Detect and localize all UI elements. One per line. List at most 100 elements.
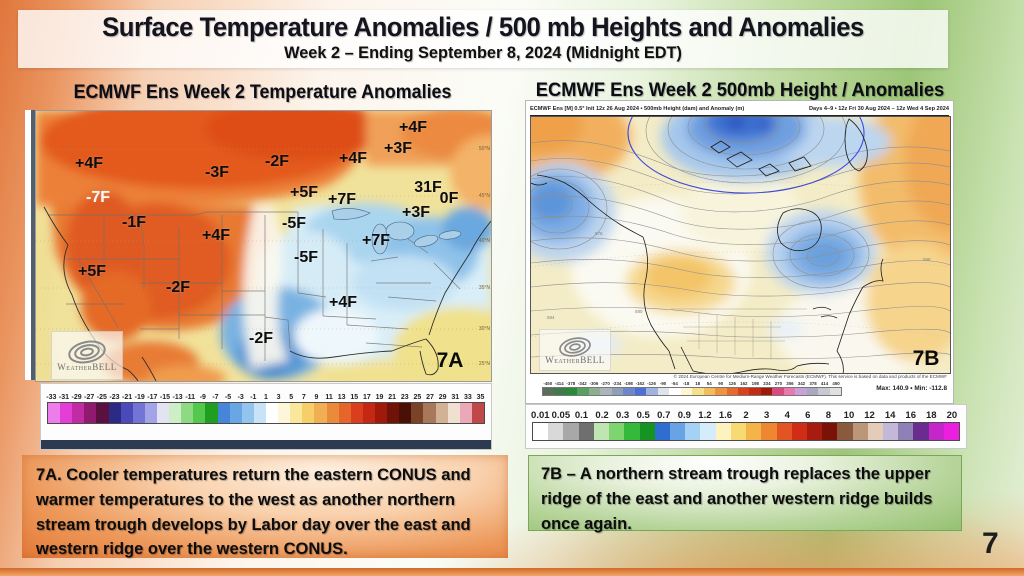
colorbar-cell xyxy=(692,388,704,395)
colorbar-cell xyxy=(761,423,777,440)
temp-anomaly-label: +5F xyxy=(289,184,319,201)
colorbar-tick: 3 xyxy=(764,410,770,421)
colorbar-tick: 7 xyxy=(301,394,306,401)
colorbar-tick: -7 xyxy=(212,394,219,401)
colorbar-cell xyxy=(795,388,807,395)
colorbar-cell xyxy=(229,403,242,423)
page-title: Surface Temperature Anomalies / 500 mb H… xyxy=(102,12,864,42)
temp-anomaly-label: -2F xyxy=(265,153,289,170)
colorbar-cell xyxy=(715,423,731,440)
colorbar-cell xyxy=(609,423,625,440)
colorbar-cell xyxy=(435,403,448,423)
temp-anomaly-label: +4F xyxy=(328,294,358,311)
colorbar-cell xyxy=(749,388,761,395)
latitude-label: 45°N xyxy=(478,193,490,199)
colorbar-cell xyxy=(48,403,61,423)
weatherbell-swirl-icon xyxy=(68,340,106,364)
temp-anomaly-label: -5F xyxy=(282,215,306,232)
colorbar-cell xyxy=(72,403,85,423)
colorbar-tick: -306 xyxy=(589,381,599,386)
colorbar-cell xyxy=(265,403,279,423)
svg-text:576: 576 xyxy=(595,231,603,236)
svg-text:580: 580 xyxy=(635,309,643,314)
colorbar-tick: 6 xyxy=(805,410,811,421)
latitude-label: 25°N xyxy=(478,361,490,367)
colorbar-cell xyxy=(646,388,658,395)
colorbar-cell xyxy=(193,403,206,423)
colorbar-cell xyxy=(715,388,727,395)
colorbar-tick: -162 xyxy=(635,381,645,386)
colorbar-tick: 4 xyxy=(784,410,790,421)
colorbar-cell xyxy=(374,403,388,423)
colorbar-tick: -126 xyxy=(647,381,656,386)
colorbar-cell xyxy=(639,423,655,440)
weatherbell-logo: WeatherBELL xyxy=(539,329,611,371)
colorbar-cell xyxy=(913,423,929,440)
colorbar-cell xyxy=(700,423,716,440)
colorbar-tick: 198 xyxy=(751,381,759,386)
left-map-panel: +4F -7F -1F -3F +4F -2F +4F +4F +3F 31F +5F +7F 0F +3… xyxy=(25,110,492,382)
left-panel-bottom-bar xyxy=(41,440,491,449)
latitude-label: 35°N xyxy=(478,285,490,291)
colorbar-cell xyxy=(772,388,784,395)
colorbar-cell xyxy=(563,423,579,440)
colorbar-tick: 162 xyxy=(740,381,748,386)
colorbar-tick: -9 xyxy=(199,394,206,401)
colorbar-cell xyxy=(278,403,291,423)
temperature-colorbar-cells xyxy=(47,402,485,424)
colorbar-cell xyxy=(806,423,823,440)
colorbar-cell xyxy=(326,403,339,423)
weatherbell-logo-text: WeatherBELL xyxy=(545,354,605,365)
colorbar-tick: -378 xyxy=(566,381,576,386)
colorbar-tick: 21 xyxy=(388,394,397,401)
page-subtitle: Week 2 – Ending September 8, 2024 (Midni… xyxy=(284,43,682,62)
colorbar-cell xyxy=(253,403,266,423)
colorbar-tick: -90 xyxy=(659,381,667,386)
colorbar-tick: 5 xyxy=(289,394,294,401)
colorbar-tick: -17 xyxy=(147,394,158,401)
colorbar-tick: 8 xyxy=(825,410,832,421)
colorbar-cell xyxy=(776,423,792,440)
left-map-heading: ECMWF Ens Week 2 Temperature Anomalies xyxy=(73,82,452,103)
left-map-edge-dark xyxy=(31,110,35,380)
colorbar-cell xyxy=(548,423,564,440)
colorbar-tick: 31 xyxy=(451,394,460,401)
colorbar-tick: -19 xyxy=(134,394,145,401)
temperature-anomaly-map: +4F -7F -1F -3F +4F -2F +4F +4F +3F 31F +5F +7F 0F +3… xyxy=(35,110,492,382)
temp-anomaly-label: +7F xyxy=(361,232,391,249)
colorbar-tick: 20 xyxy=(946,410,958,421)
colorbar-cell xyxy=(217,403,230,423)
colorbar-cell xyxy=(577,388,589,395)
colorbar-cell xyxy=(60,403,73,423)
colorbar-tick: 12 xyxy=(864,410,875,421)
colorbar-tick: 27 xyxy=(426,394,434,401)
latitude-label: 50°N xyxy=(478,146,490,152)
height-anomaly-colorbar-cells xyxy=(542,387,842,396)
colorbar-cell xyxy=(657,388,670,395)
temp-anomaly-label: +4F xyxy=(338,150,368,167)
height-anomaly-colorbar-ticks: -450 -414 -378 -342 -306 -270 -234 -198 -162 -126… xyxy=(542,381,842,387)
colorbar-tick: 19 xyxy=(375,394,384,401)
colorbar-cell xyxy=(898,423,914,440)
colorbar-cell xyxy=(634,388,647,395)
colorbar-tick: 306 xyxy=(786,381,794,386)
colorbar-cell xyxy=(943,423,960,440)
colorbar-tick: -21 xyxy=(122,394,133,401)
colorbar-cell xyxy=(205,403,218,423)
colorbar-cell xyxy=(471,403,484,423)
colorbar-tick: 23 xyxy=(400,394,409,401)
colorbar-cell xyxy=(338,403,351,423)
latitude-label: 40°N xyxy=(478,238,490,244)
colorbar-cell xyxy=(156,403,170,423)
colorbar-cell xyxy=(928,423,944,440)
colorbar-cell xyxy=(290,403,303,423)
colorbar-cell xyxy=(565,388,578,395)
colorbar-cell xyxy=(459,403,472,423)
colorbar-cell xyxy=(611,388,624,395)
colorbar-cell xyxy=(623,388,635,395)
colorbar-tick: -414 xyxy=(554,381,564,386)
temp-anomaly-label: 0F xyxy=(439,190,459,207)
colorbar-cell xyxy=(84,403,97,423)
colorbar-cell xyxy=(423,403,436,423)
colorbar-cell xyxy=(680,388,693,395)
